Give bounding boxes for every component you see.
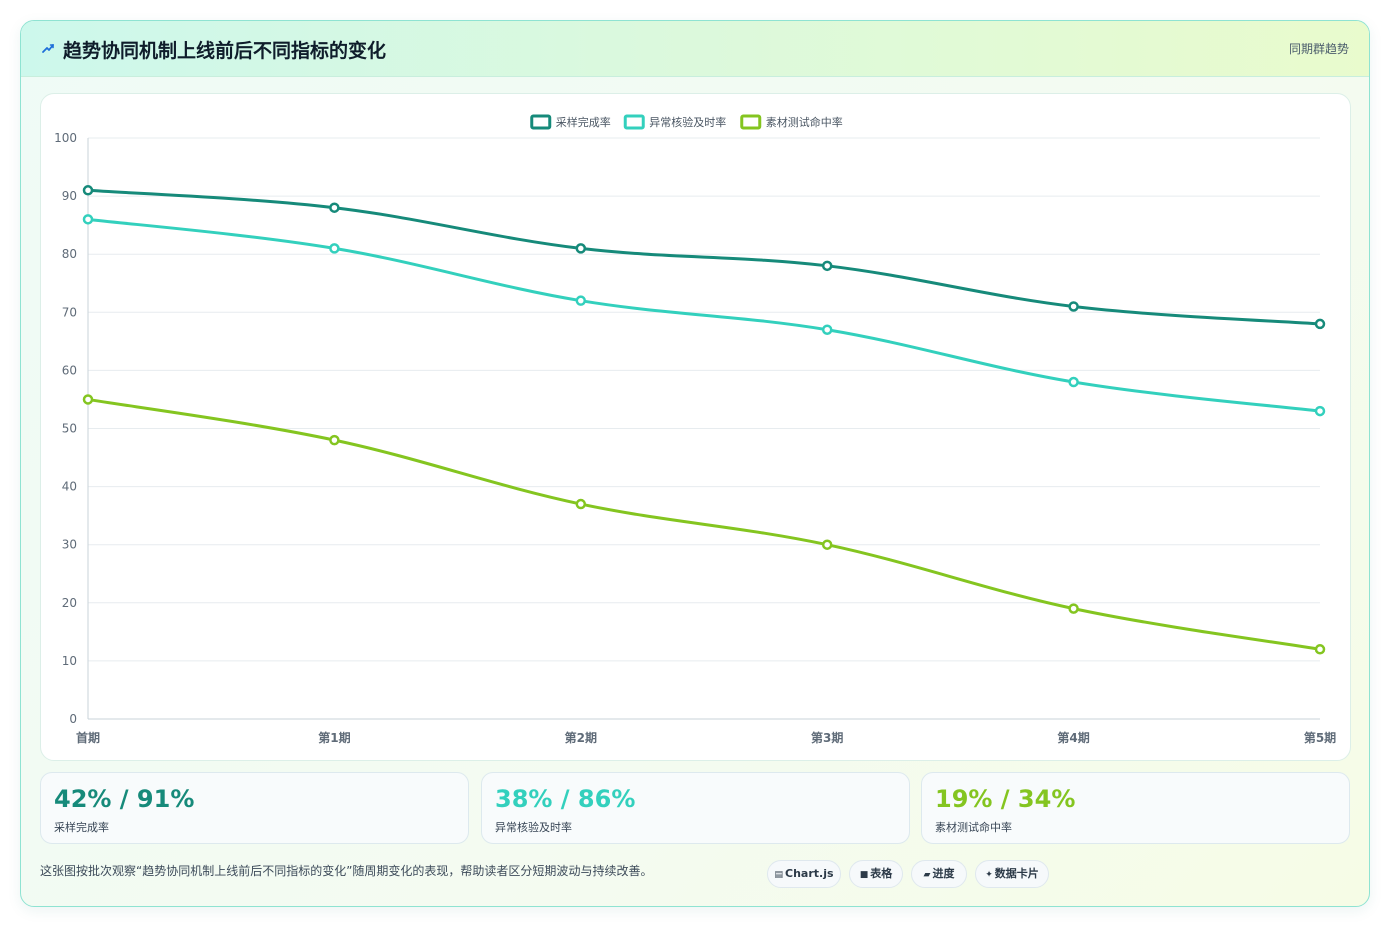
chip-label: 进度	[932, 867, 955, 880]
stat-card: 19% / 34% 素材测试命中率	[921, 772, 1350, 844]
legend-swatch	[740, 114, 762, 130]
y-tick-label: 60	[62, 363, 77, 377]
stat-card: 38% / 86% 异常核验及时率	[481, 772, 910, 844]
stat-label: 素材测试命中率	[935, 821, 1012, 834]
chart-footnote: 这张图按批次观察“趋势协同机制上线前后不同指标的变化”随周期变化的表现，帮助读者…	[40, 864, 653, 878]
chip-label: 数据卡片	[994, 867, 1039, 880]
chip-chartjs[interactable]: ▤ Chart.js	[767, 860, 841, 888]
stat-card: 42% / 91% 采样完成率	[40, 772, 469, 844]
x-tick-label: 第1期	[318, 730, 350, 745]
stat-value: 42% / 91%	[54, 785, 195, 813]
page-title: 趋势协同机制上线前后不同指标的变化	[63, 40, 387, 62]
data-point	[575, 498, 587, 510]
data-point	[82, 185, 94, 196]
y-tick-label: 20	[62, 596, 77, 610]
data-point	[1068, 301, 1079, 312]
chip-label: 表格	[870, 867, 893, 880]
stat-label: 异常核验及时率	[495, 821, 572, 834]
y-tick-label: 50	[62, 422, 77, 436]
y-tick-label: 30	[62, 538, 77, 552]
line-chart: 0 10 20 30 40 50 60 70 80 90 100 首期 第1期 第2期 第3期 第4期 第5期 采…	[54, 114, 1336, 745]
y-tick-label: 10	[62, 654, 77, 668]
card-header: 趋势协同机制上线前后不同指标的变化 同期群趋势	[21, 21, 1369, 77]
data-point	[329, 434, 340, 446]
chart-panel: 0 10 20 30 40 50 60 70 80 90 100 首期 第1期 第2期 第3期 第4期 第5期 采…	[40, 93, 1351, 761]
header-tag: 同期群趋势	[1288, 42, 1349, 56]
data-point	[1068, 603, 1079, 614]
data-point	[821, 260, 833, 272]
data-point	[1314, 644, 1326, 655]
y-tick-label: 40	[62, 480, 77, 494]
legend-swatch	[623, 114, 645, 130]
chip-data-card[interactable]: ✦ 数据卡片	[975, 860, 1049, 888]
data-point	[1314, 318, 1326, 330]
chip-progress[interactable]: ▰ 进度	[911, 860, 967, 888]
data-point	[821, 324, 833, 335]
legend-label: 采样完成率	[556, 115, 611, 129]
stat-label: 采样完成率	[54, 821, 109, 834]
data-point	[329, 202, 340, 213]
table-icon: ■	[859, 870, 869, 880]
x-tick-label: 第4期	[1057, 730, 1089, 745]
y-tick-label: 80	[62, 247, 77, 261]
data-point	[821, 539, 833, 550]
legend-label: 异常核验及时率	[649, 115, 726, 129]
series-line	[86, 217, 1322, 413]
x-tick-label: 第3期	[811, 730, 843, 745]
data-point	[329, 243, 340, 254]
data-point	[82, 394, 94, 405]
chart-card: 趋势协同机制上线前后不同指标的变化 同期群趋势 0 10 20 30 40 50 60 70 8…	[20, 20, 1370, 907]
stat-cards: 42% / 91% 采样完成率 38% / 86% 异常核验及时率 19% / …	[40, 772, 1351, 844]
stat-value: 19% / 34%	[935, 785, 1076, 813]
data-point	[1068, 376, 1079, 388]
y-tick-label: 70	[62, 305, 77, 319]
data-point	[575, 295, 587, 306]
chip-table[interactable]: ■ 表格	[849, 860, 903, 888]
legend-swatch	[530, 114, 552, 130]
series-line	[86, 188, 1322, 326]
chart-icon: ▤	[774, 870, 783, 880]
trend-icon	[42, 44, 54, 53]
stat-value: 38% / 86%	[495, 785, 636, 813]
chip-label: Chart.js	[785, 867, 834, 880]
legend-label: 素材测试命中率	[766, 115, 843, 129]
progress-icon: ▰	[923, 870, 931, 880]
y-tick-label: 90	[62, 189, 77, 203]
y-tick-label: 100	[54, 131, 77, 145]
data-point	[82, 214, 94, 225]
x-tick-label: 第2期	[565, 730, 597, 745]
series-line	[86, 397, 1322, 651]
y-tick-label: 0	[69, 712, 77, 726]
x-tick-label: 首期	[76, 730, 100, 745]
data-point	[1314, 405, 1326, 417]
x-tick-label: 第5期	[1304, 730, 1336, 745]
sparkle-icon: ✦	[985, 870, 993, 880]
data-point	[575, 243, 587, 254]
